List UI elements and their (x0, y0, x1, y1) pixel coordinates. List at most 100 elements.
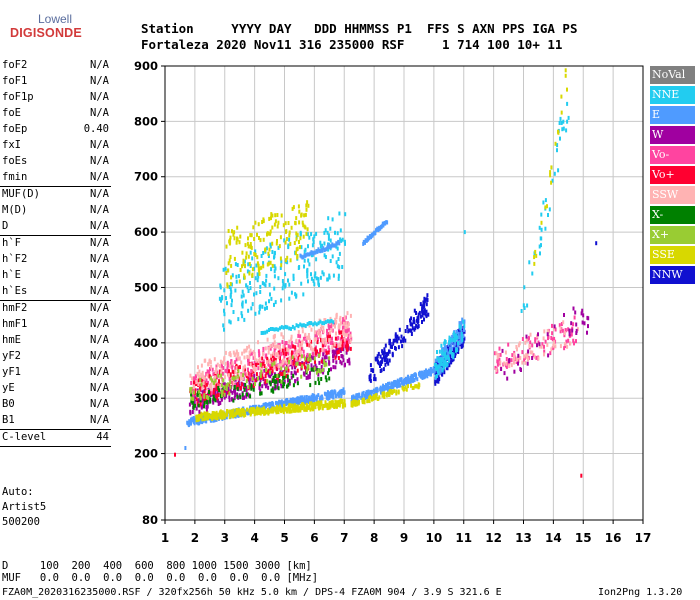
param-name: fxI (2, 139, 21, 151)
echo-point (294, 292, 297, 297)
echo-point (252, 407, 254, 412)
echo-point (562, 119, 565, 124)
echo-point (448, 363, 451, 368)
echo-point (558, 323, 561, 328)
echo-point (326, 328, 328, 333)
echo-point (441, 372, 444, 377)
echo-point (234, 370, 237, 375)
echo-point (214, 378, 217, 383)
echo-point (187, 423, 190, 428)
echo-point (241, 412, 244, 417)
echo-point (223, 412, 226, 417)
echo-point (276, 213, 279, 217)
echo-point (381, 391, 384, 396)
echo-point (266, 305, 268, 310)
echo-point (437, 370, 440, 375)
echo-point (551, 331, 554, 336)
echo-point (396, 334, 399, 339)
echo-point (250, 233, 253, 238)
legend-item-sse: SSE (650, 246, 695, 264)
echo-point (419, 302, 422, 307)
echo-point (574, 310, 577, 315)
echo-point (314, 363, 317, 368)
echo-point (510, 358, 513, 363)
echo-point (253, 355, 256, 360)
echo-point (559, 116, 562, 121)
echo-point (248, 344, 251, 349)
echo-point (427, 368, 430, 373)
echo-point (349, 346, 352, 351)
echo-point (566, 101, 569, 106)
echo-point (526, 337, 529, 342)
echo-point (507, 342, 510, 347)
echo-point (227, 373, 230, 378)
echo-point (268, 380, 271, 385)
echo-point (197, 378, 200, 383)
echo-point (371, 368, 374, 373)
echo-point (341, 344, 344, 349)
echo-point (313, 393, 316, 398)
echo-point (268, 299, 270, 304)
echo-point (335, 346, 338, 351)
echo-point (247, 371, 250, 376)
echo-point (284, 324, 287, 329)
echo-point (298, 220, 301, 225)
echo-point (314, 359, 316, 364)
echo-point (458, 335, 461, 340)
echo-point (557, 168, 560, 173)
echo-point (258, 357, 261, 361)
param-row: foF1p N/A (0, 90, 123, 106)
echo-point (327, 345, 330, 350)
echo-point (234, 382, 236, 387)
echo-point (410, 316, 413, 321)
echo-point (319, 275, 322, 280)
echo-point (245, 374, 248, 379)
echo-point (315, 231, 318, 236)
echo-point (285, 352, 288, 357)
echo-point (305, 207, 308, 212)
echo-point (259, 238, 262, 243)
echo-point (394, 334, 397, 339)
echo-point (303, 258, 306, 263)
echo-point (255, 291, 258, 296)
echo-point (313, 234, 316, 239)
echo-point (423, 317, 425, 322)
echo-point (226, 301, 228, 306)
echo-point (303, 224, 306, 229)
echo-point (273, 250, 276, 255)
echo-point (336, 350, 339, 355)
echo-point (287, 221, 290, 225)
echo-point (556, 143, 559, 148)
echo-point (275, 401, 278, 406)
echo-point (388, 389, 391, 394)
echo-point (252, 384, 255, 389)
echo-point (449, 346, 452, 351)
echo-point (450, 337, 453, 342)
echo-point (252, 387, 255, 392)
echo-point (281, 348, 284, 353)
echo-point (434, 379, 437, 384)
echo-point (419, 371, 422, 376)
params-separator (0, 446, 111, 447)
echo-point (270, 296, 273, 301)
echo-point (328, 360, 331, 365)
echo-point (234, 288, 237, 293)
echo-point (301, 354, 303, 359)
echo-point (220, 367, 223, 372)
echo-point (410, 329, 413, 333)
echo-point (261, 375, 264, 380)
echo-point (576, 327, 579, 332)
echo-point (269, 404, 272, 409)
echo-point (369, 389, 372, 394)
echo-point (226, 282, 229, 287)
echo-point (323, 230, 326, 235)
echo-point (233, 230, 236, 235)
echo-point (229, 362, 232, 366)
legend-item-nne: NNE (650, 86, 695, 104)
echo-point (287, 382, 290, 387)
echo-point (342, 387, 345, 392)
echo-point (273, 361, 276, 366)
echo-point (221, 360, 224, 365)
echo-point (392, 341, 395, 346)
echo-point (336, 392, 339, 397)
